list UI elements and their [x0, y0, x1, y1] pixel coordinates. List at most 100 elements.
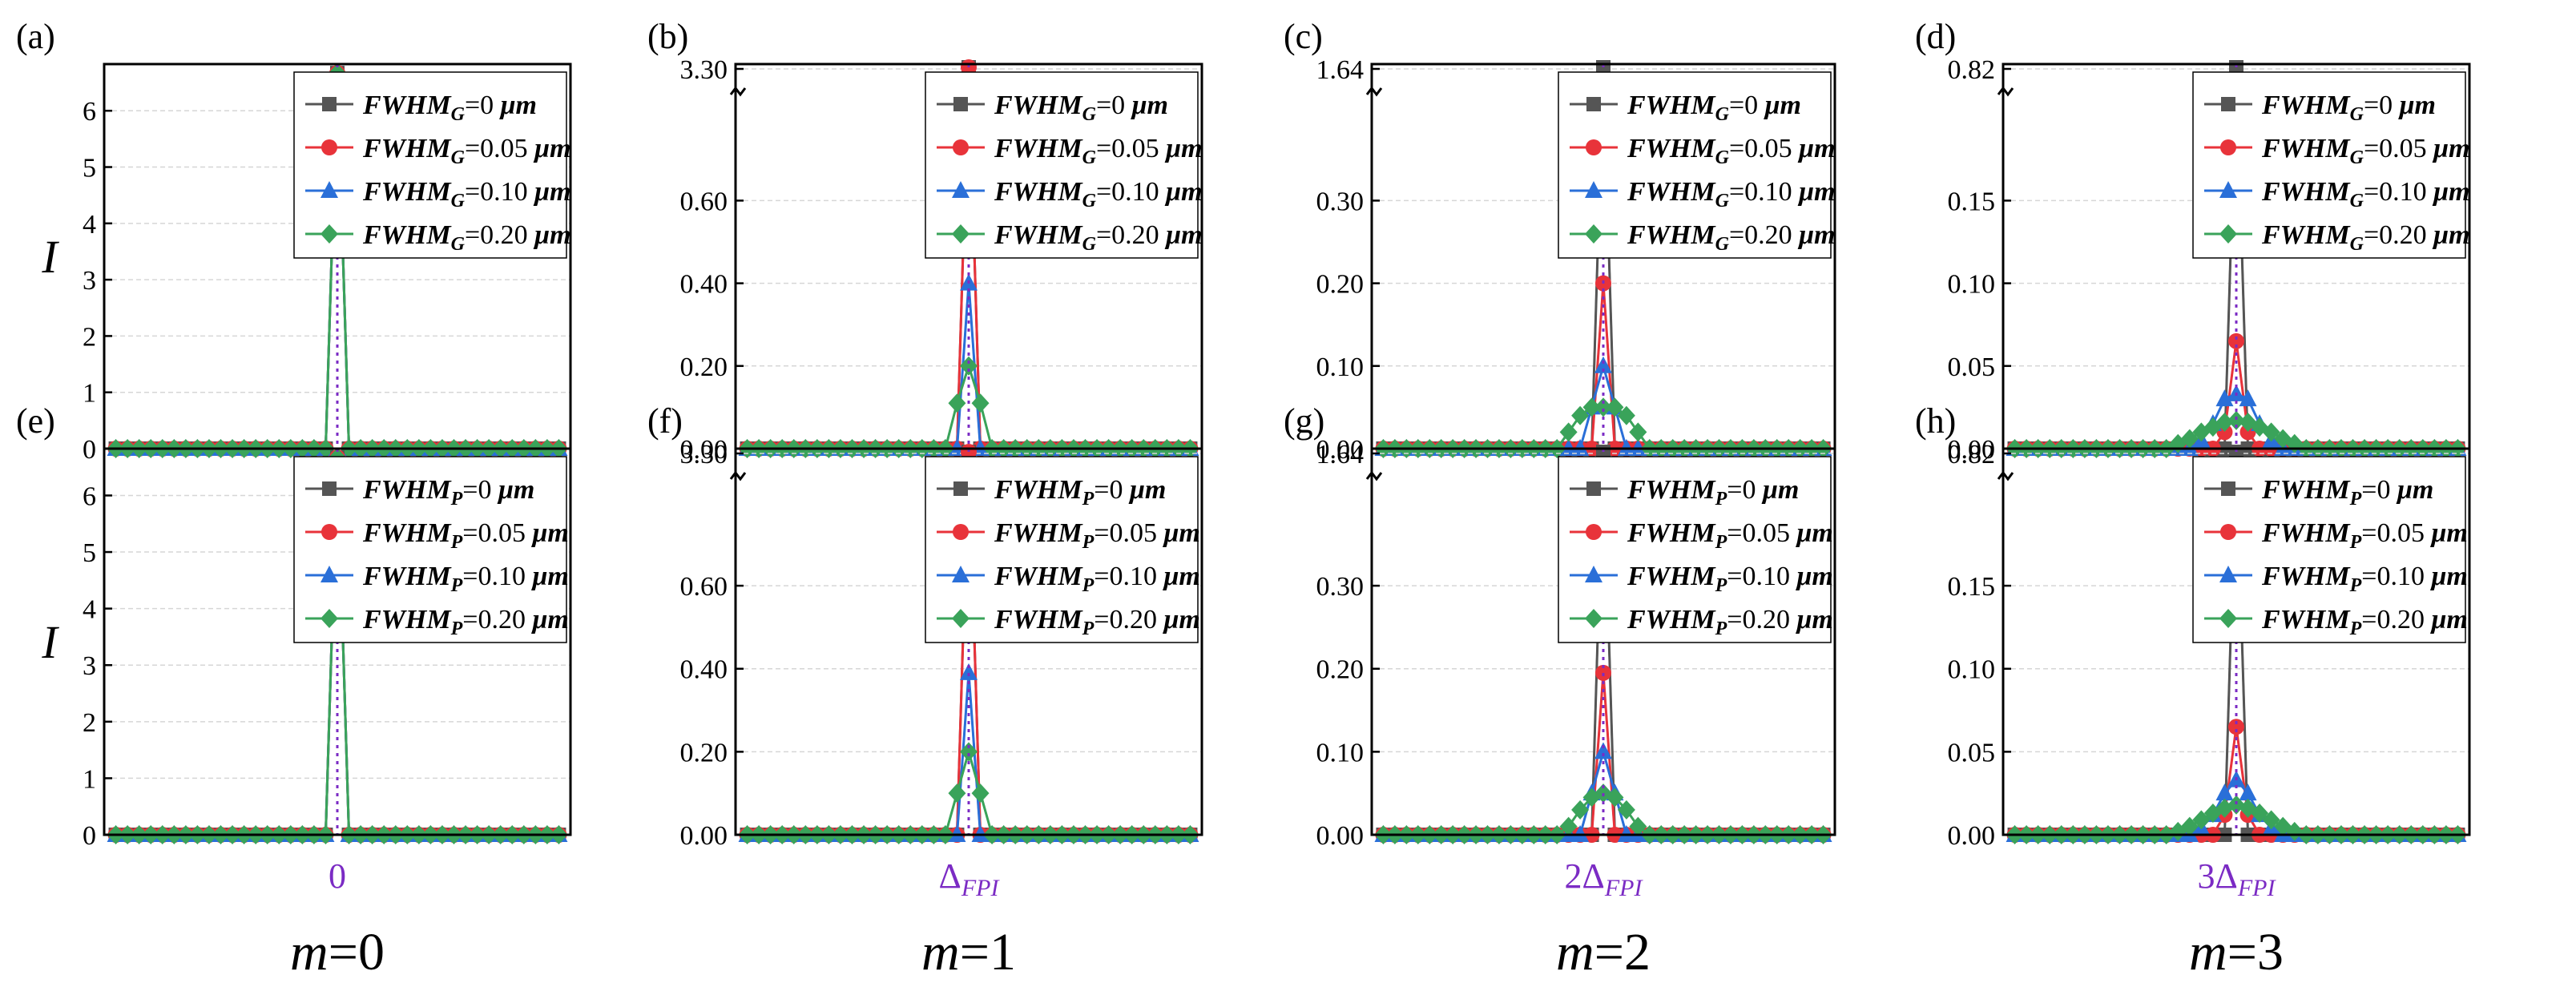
legend-value: =0.05 — [2364, 134, 2433, 163]
panel-label: (h) — [1915, 401, 1956, 441]
y-tick-label: 0.00 — [680, 435, 728, 465]
legend-title: FWHM — [2261, 220, 2351, 250]
diamond-marker — [1617, 405, 1635, 425]
triangle-marker — [1585, 181, 1602, 198]
panel-label: (d) — [1915, 17, 1956, 56]
m-variable: m — [921, 923, 960, 981]
diamond-marker — [1559, 816, 1578, 836]
y-tick-label: 0.60 — [680, 572, 728, 602]
legend-unit: μm — [2432, 220, 2469, 250]
y-axis-label: I — [41, 231, 59, 283]
legend-value: =0 — [1729, 91, 1765, 120]
x-center-subscript: FPI — [2237, 875, 2277, 901]
diamond-marker — [2219, 224, 2237, 244]
x-center-label: ΔFPI — [939, 856, 1001, 901]
diamond-marker — [2215, 412, 2234, 432]
m-value: =3 — [2227, 923, 2284, 981]
legend-subscript: P — [1715, 489, 1727, 510]
y-tick-label: 0.05 — [1948, 738, 1996, 767]
legend-value: =0 — [1094, 475, 1130, 505]
y-tick-label: 1.64 — [1316, 440, 1365, 469]
y-tick-label: 0 — [83, 821, 96, 851]
legend-entry: FWHMP=0.20 μm — [2261, 605, 2468, 639]
legend-unit: μm — [530, 605, 568, 634]
y-axis-label: I — [41, 616, 59, 668]
x-center-label: 2ΔFPI — [1565, 856, 1644, 901]
legend-unit: μm — [1764, 91, 1801, 120]
legend-entry: FWHMP=0.10 μm — [2261, 562, 2468, 596]
legend-title: FWHM — [1627, 562, 1716, 591]
legend-unit: μm — [1164, 177, 1202, 207]
legend-subscript: G — [1715, 104, 1730, 125]
panel-g: 0.000.100.200.301.64(g)FWHMP=0 μmFWHMP=0… — [1284, 401, 1836, 851]
legend-subscript: P — [2349, 575, 2362, 596]
diamond-marker — [952, 224, 970, 244]
triangle-marker — [320, 181, 338, 198]
legend-unit: μm — [2429, 562, 2467, 591]
y-tick-label: 6 — [83, 481, 96, 511]
legend-value: =0.10 — [2361, 562, 2431, 591]
legend-entry: FWHMG=0.20 μm — [994, 220, 1202, 255]
legend-unit: μm — [2398, 91, 2436, 120]
axes-frame — [1370, 447, 1836, 836]
legend-unit: μm — [499, 91, 537, 120]
diamond-marker — [1606, 788, 1624, 808]
legend-entry: FWHMP=0.20 μm — [994, 605, 1200, 639]
legend-title: FWHM — [1627, 134, 1716, 163]
panel-label: (f) — [647, 401, 683, 441]
panel-label: (b) — [647, 17, 688, 56]
square-marker — [953, 481, 968, 496]
y-tick-label: 0.15 — [1948, 187, 1996, 216]
legend-entry: FWHMG=0.20 μm — [362, 220, 570, 255]
legend-entry: FWHMG=0.05 μm — [1627, 134, 1835, 168]
legend-subscript: P — [450, 532, 463, 553]
circle-marker — [1586, 139, 1602, 155]
y-tick-label: 0.10 — [1948, 655, 1996, 685]
legend-value: =0.20 — [1727, 605, 1796, 634]
diamond-marker — [1617, 800, 1635, 820]
legend-title: FWHM — [994, 562, 1083, 591]
legend-value: =0.05 — [465, 134, 534, 163]
diamond-marker — [1629, 816, 1647, 836]
y-tick-label: 0.00 — [1316, 435, 1365, 465]
legend-title: FWHM — [994, 605, 1083, 634]
legend-title: FWHM — [362, 220, 452, 250]
y-tick-label: 0.82 — [1948, 440, 1996, 469]
y-tick-label: 2 — [83, 708, 96, 738]
legend-unit: μm — [1162, 562, 1199, 591]
legend-entry: FWHMG=0.05 μm — [2261, 134, 2469, 168]
triangle-marker — [960, 663, 978, 680]
legend-subscript: G — [1082, 147, 1097, 168]
y-tick-label: 0.30 — [1316, 572, 1365, 602]
axes-frame — [734, 447, 1203, 836]
legend-entry: FWHMP=0.05 μm — [1627, 518, 1833, 553]
legend-subscript: P — [2349, 489, 2362, 510]
legend-entry: FWHMG=0.05 μm — [994, 134, 1202, 168]
legend-title: FWHM — [1627, 91, 1716, 120]
legend-title: FWHM — [2261, 562, 2351, 591]
circle-marker — [2228, 719, 2244, 735]
y-tick-label: 4 — [83, 595, 96, 625]
legend-entry: FWHMP=0.10 μm — [362, 562, 569, 596]
legend-title: FWHM — [994, 91, 1083, 120]
legend-subscript: P — [2349, 618, 2362, 639]
y-tick-label: 0.20 — [680, 352, 728, 382]
legend-subscript: P — [1082, 489, 1094, 510]
m-variable: m — [2189, 923, 2227, 981]
y-tick-label: 1 — [83, 379, 96, 409]
m-variable: m — [290, 923, 329, 981]
legend-value: =0 — [1727, 475, 1763, 505]
legend-title: FWHM — [1627, 605, 1716, 634]
legend-title: FWHM — [994, 475, 1083, 505]
legend-unit: μm — [1761, 475, 1799, 505]
legend-unit: μm — [1795, 605, 1832, 634]
legend-value: =0 — [1096, 91, 1132, 120]
y-tick-label: 0.00 — [680, 821, 728, 851]
triangle-marker — [952, 181, 970, 198]
legend-value: =0.05 — [462, 518, 532, 548]
legend-entry: FWHMP=0 μm — [994, 475, 1166, 510]
legend-value: =0 — [2364, 91, 2400, 120]
